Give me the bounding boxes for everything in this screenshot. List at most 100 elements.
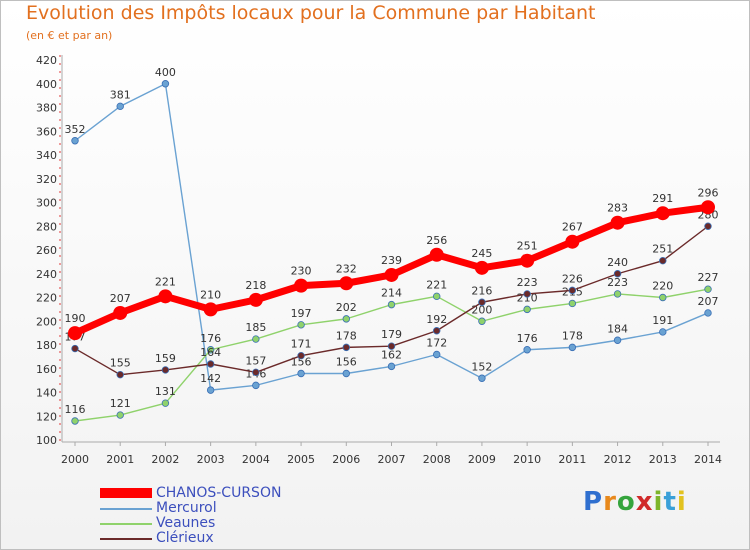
- data-label-chanos-curson: 207: [110, 292, 131, 305]
- data-label-veaunes: 176: [200, 332, 221, 345]
- data-point-clerieux: [523, 290, 531, 298]
- y-tick-label: 160: [36, 363, 57, 376]
- legend-label-mercurol: Mercurol: [156, 500, 217, 516]
- data-point-veaunes: [659, 293, 667, 302]
- data-point-mercurol: [116, 102, 124, 111]
- proxiti-logo: Proxiti: [583, 487, 687, 517]
- y-tick-label: 340: [36, 149, 57, 162]
- data-point-mercurol: [387, 362, 396, 371]
- data-point-mercurol: [568, 343, 577, 352]
- data-point-mercurol: [342, 369, 350, 378]
- logo-letter: r: [603, 487, 617, 517]
- data-point-chanos-curson: [68, 326, 82, 341]
- data-label-chanos-curson: 190: [65, 312, 86, 325]
- y-tick-label: 380: [36, 102, 57, 115]
- data-label-mercurol: 162: [381, 348, 402, 361]
- data-label-clerieux: 155: [110, 357, 131, 370]
- data-label-veaunes: 131: [155, 385, 176, 398]
- data-point-chanos-curson: [429, 247, 444, 262]
- x-tick-label: 2008: [423, 453, 451, 466]
- data-label-clerieux: 251: [652, 243, 673, 256]
- data-point-clerieux: [659, 256, 667, 265]
- data-point-clerieux: [161, 366, 170, 374]
- data-point-veaunes: [342, 315, 350, 323]
- data-label-veaunes: 185: [245, 321, 266, 334]
- x-tick-label: 2003: [197, 453, 225, 466]
- data-point-veaunes: [433, 292, 441, 301]
- data-point-veaunes: [116, 411, 124, 419]
- y-tick-label: 220: [36, 292, 57, 305]
- data-point-veaunes: [478, 317, 486, 325]
- data-label-chanos-curson: 267: [562, 221, 583, 234]
- data-label-mercurol: 207: [698, 295, 719, 308]
- data-label-clerieux: 178: [336, 329, 357, 342]
- data-point-chanos-curson: [248, 292, 263, 307]
- logo-letter: o: [616, 487, 636, 517]
- y-tick-label: 140: [36, 387, 57, 400]
- data-point-mercurol: [71, 137, 79, 145]
- data-label-chanos-curson: 239: [381, 254, 402, 267]
- logo-letter: i: [676, 487, 687, 517]
- data-label-veaunes: 116: [65, 403, 86, 416]
- data-label-veaunes: 220: [652, 280, 673, 293]
- legend-label-clerieux: Clérieux: [156, 530, 214, 546]
- data-label-mercurol: 156: [291, 356, 312, 369]
- data-point-mercurol: [523, 346, 531, 354]
- x-tick-label: 2006: [332, 453, 360, 466]
- x-tick-label: 2009: [468, 453, 496, 466]
- data-point-veaunes: [704, 285, 712, 293]
- x-tick-label: 2001: [106, 453, 134, 466]
- y-tick-label: 300: [36, 197, 57, 210]
- data-label-mercurol: 152: [471, 360, 492, 373]
- data-label-chanos-curson: 283: [607, 202, 628, 215]
- data-label-chanos-curson: 256: [426, 234, 447, 247]
- data-point-chanos-curson: [203, 302, 218, 317]
- data-label-chanos-curson: 251: [517, 240, 538, 253]
- y-tick-label: 120: [36, 410, 57, 423]
- legend-swatch-chanos-curson: [100, 488, 152, 498]
- data-label-mercurol: 381: [110, 88, 131, 101]
- data-label-clerieux: 159: [155, 352, 176, 365]
- data-point-chanos-curson: [610, 215, 625, 230]
- x-tick-label: 2002: [151, 453, 179, 466]
- chart-title: Evolution des Impôts locaux pour la Comm…: [26, 2, 596, 24]
- x-tick-label: 2004: [242, 453, 270, 466]
- legend-label-chanos-curson: CHANOS-CURSON: [156, 485, 282, 501]
- data-label-veaunes: 197: [291, 307, 312, 320]
- legend-item-mercurol: Mercurol: [100, 500, 360, 516]
- data-label-clerieux: 216: [471, 284, 492, 297]
- data-label-clerieux: 157: [245, 354, 266, 367]
- y-tick-label: 320: [36, 173, 57, 186]
- y-tick-label: 280: [36, 220, 57, 233]
- y-tick-label: 360: [36, 125, 57, 138]
- x-tick-label: 2012: [604, 453, 632, 466]
- data-point-chanos-curson: [158, 289, 173, 304]
- legend-label-veaunes: Veaunes: [156, 515, 216, 531]
- y-tick-label: 400: [36, 78, 57, 91]
- x-tick-label: 2013: [649, 453, 677, 466]
- legend-item-clerieux: Clérieux: [100, 530, 360, 546]
- legend-swatch-clerieux: [100, 538, 152, 540]
- data-point-mercurol: [297, 369, 305, 378]
- x-tick-label: 2010: [513, 453, 541, 466]
- data-label-veaunes: 214: [381, 287, 402, 300]
- data-label-clerieux: 192: [426, 313, 447, 326]
- x-tick-label: 2000: [61, 453, 89, 466]
- data-label-mercurol: 172: [426, 337, 447, 350]
- data-point-mercurol: [613, 336, 622, 344]
- legend-item-veaunes: Veaunes: [100, 515, 360, 531]
- data-point-veaunes: [387, 300, 396, 309]
- data-point-chanos-curson: [339, 276, 354, 291]
- data-point-chanos-curson: [520, 253, 535, 268]
- data-point-mercurol: [704, 309, 712, 317]
- data-label-mercurol: 191: [652, 314, 673, 327]
- data-point-veaunes: [161, 399, 170, 407]
- x-tick-label: 2005: [287, 453, 315, 466]
- data-label-clerieux: 240: [607, 256, 628, 269]
- data-point-chanos-curson: [655, 206, 670, 221]
- data-point-chanos-curson: [113, 305, 128, 320]
- data-label-mercurol: 176: [517, 332, 538, 345]
- x-tick-label: 2007: [378, 453, 406, 466]
- data-point-mercurol: [161, 80, 170, 88]
- data-point-clerieux: [613, 270, 622, 278]
